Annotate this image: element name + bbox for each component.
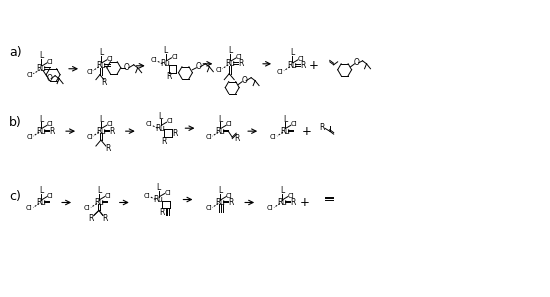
Text: Cl: Cl — [206, 206, 213, 211]
Text: O: O — [241, 76, 247, 85]
Text: Cl: Cl — [270, 134, 277, 140]
Text: R: R — [239, 59, 244, 68]
Text: Cl: Cl — [47, 59, 53, 65]
Text: L: L — [99, 48, 103, 57]
Text: L: L — [39, 115, 43, 124]
Text: Ru: Ru — [287, 61, 297, 70]
Text: L: L — [97, 186, 101, 195]
Text: c): c) — [9, 190, 21, 203]
Text: Ru: Ru — [96, 127, 106, 136]
Text: Cl: Cl — [236, 54, 243, 60]
Text: Cl: Cl — [150, 57, 157, 63]
Text: Cl: Cl — [171, 54, 178, 60]
Text: Cl: Cl — [145, 121, 152, 127]
Text: L: L — [280, 186, 284, 195]
Text: +: + — [309, 59, 319, 72]
Text: Cl: Cl — [27, 72, 34, 78]
Text: Ru: Ru — [96, 61, 106, 70]
Text: Ru: Ru — [216, 198, 225, 207]
Text: b): b) — [9, 116, 22, 129]
Text: Cl: Cl — [216, 67, 223, 73]
Text: R: R — [109, 127, 114, 136]
Text: R: R — [229, 198, 234, 207]
Text: L: L — [39, 51, 43, 60]
Text: R: R — [300, 61, 306, 70]
Text: Cl: Cl — [47, 121, 53, 127]
Text: Ru: Ru — [36, 198, 46, 207]
Text: Cl: Cl — [226, 121, 233, 127]
Text: O: O — [124, 63, 130, 72]
Text: R: R — [234, 134, 240, 143]
Text: R: R — [172, 129, 177, 138]
Text: Ru: Ru — [216, 127, 225, 136]
Text: L: L — [39, 186, 43, 195]
Text: Cl: Cl — [164, 189, 171, 196]
Text: O: O — [195, 62, 201, 71]
Text: Cl: Cl — [290, 121, 298, 127]
Text: L: L — [283, 115, 287, 124]
Text: Cl: Cl — [206, 134, 213, 140]
Text: R: R — [102, 214, 108, 223]
Text: Ru: Ru — [156, 124, 166, 133]
Text: L: L — [158, 112, 163, 121]
Text: L: L — [156, 183, 161, 192]
Text: +: + — [302, 125, 312, 138]
Text: Cl: Cl — [144, 192, 150, 199]
Text: Cl: Cl — [226, 192, 233, 199]
Text: R: R — [166, 72, 171, 81]
Text: Ru: Ru — [94, 198, 104, 207]
Text: Cl: Cl — [84, 206, 90, 211]
Text: Cl: Cl — [277, 69, 283, 75]
Text: L: L — [290, 48, 294, 57]
Text: Cl: Cl — [86, 134, 94, 140]
Text: Ru: Ru — [36, 127, 46, 136]
Text: O: O — [354, 58, 360, 67]
Text: R: R — [161, 137, 166, 146]
Text: Ru: Ru — [277, 198, 287, 207]
Text: Ru: Ru — [153, 195, 163, 204]
Text: Cl: Cl — [288, 192, 294, 199]
Text: Cl: Cl — [166, 118, 173, 124]
Text: Cl: Cl — [104, 192, 111, 199]
Text: O: O — [46, 74, 52, 83]
Text: a): a) — [9, 46, 22, 59]
Text: Ru: Ru — [36, 64, 46, 73]
Text: Ru: Ru — [226, 59, 235, 68]
Text: Cl: Cl — [267, 206, 273, 211]
Text: R: R — [290, 198, 295, 207]
Text: R: R — [88, 214, 94, 223]
Text: L: L — [163, 46, 168, 56]
Text: R: R — [50, 127, 55, 136]
Text: L: L — [218, 115, 222, 124]
Text: Cl: Cl — [86, 69, 94, 75]
Text: +: + — [300, 196, 310, 209]
Text: Cl: Cl — [26, 206, 32, 211]
Text: R: R — [105, 143, 111, 152]
Text: Cl: Cl — [298, 56, 304, 62]
Text: Cl: Cl — [107, 121, 113, 127]
Text: L: L — [218, 186, 222, 195]
Text: Ru: Ru — [161, 59, 170, 68]
Text: R: R — [159, 208, 164, 217]
Text: L: L — [99, 115, 103, 124]
Text: Ru: Ru — [280, 127, 290, 136]
Text: R: R — [319, 123, 324, 132]
Text: Cl: Cl — [47, 192, 53, 199]
Text: Cl: Cl — [27, 134, 34, 140]
Text: L: L — [228, 46, 232, 56]
Text: Cl: Cl — [107, 56, 113, 62]
Text: R: R — [101, 78, 107, 87]
